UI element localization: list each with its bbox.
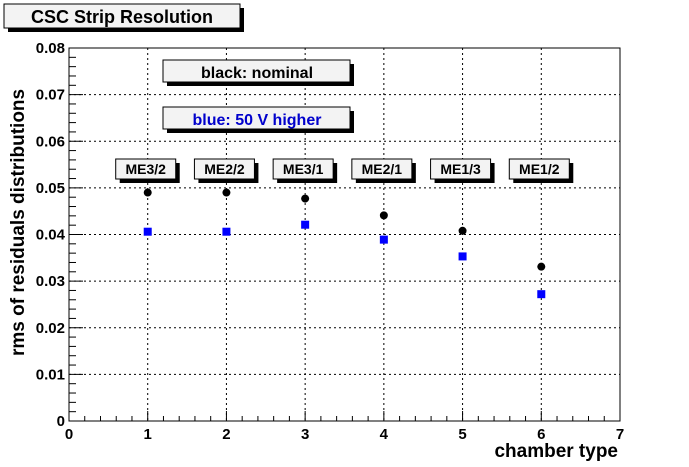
nominal-point [222,188,231,197]
x-tick-label: 6 [537,426,545,443]
y-tick-label: 0.01 [36,366,65,383]
y-tick-label: 0.02 [36,320,65,337]
chamber-label: ME2/2 [204,161,245,177]
y-tick-label: 0.05 [36,180,65,197]
legend-higher-box: blue: 50 V higher [162,106,354,133]
chamber-label-box: ME1/2 [508,158,574,183]
y-tick-label: 0.07 [36,87,65,104]
chamber-label: ME1/3 [440,161,481,177]
chamber-label-box: ME3/2 [115,158,180,183]
x-tick-label: 5 [458,426,466,443]
higher-voltage-point [379,235,388,244]
legend-nominal-label: black: nominal [201,65,313,82]
nominal-point [537,262,546,271]
nominal-point [143,188,152,197]
chamber-label: ME3/2 [125,161,166,177]
x-tick-label: 0 [65,426,73,443]
chamber-label-box: ME2/2 [193,158,259,183]
legend-nominal-box: black: nominal [162,59,354,86]
chamber-label: ME2/1 [362,161,403,177]
y-tick-label: 0.08 [36,40,65,57]
higher-voltage-point [222,227,231,236]
chamber-label-box: ME3/1 [272,158,338,183]
higher-voltage-point [301,220,310,229]
x-tick-label: 1 [144,426,152,443]
grid-lines [69,48,620,421]
nominal-point [379,211,388,220]
higher-voltage-point [537,290,546,299]
nominal-point [301,194,310,203]
y-axis-title: rms of residuals distributions [8,89,29,356]
y-tick-label: 0.06 [36,133,65,150]
x-tick-label: 7 [616,426,624,443]
y-tick-label: 0.03 [36,273,65,290]
axis-ticks [68,47,621,422]
legend-higher-label: blue: 50 V higher [193,112,322,129]
x-tick-label: 2 [222,426,230,443]
x-tick-label: 4 [380,426,389,443]
chamber-label-box: ME1/3 [430,158,495,183]
y-tick-label: 0 [57,413,65,430]
y-tick-label: 0.04 [36,227,66,244]
higher-voltage-point [143,227,152,236]
tick-labels: 0 1 2 3 4 5 6 7 0 0.01 0.02 0.03 0.04 0.05 0.06 0.07 0.0… [36,40,624,443]
chamber-labels: ME3/2 ME2/2 ME3/1 ME2/1 ME1/3 ME1/2 [115,158,574,183]
x-tick-label: 3 [301,426,309,443]
chamber-label-box: ME2/1 [351,158,416,183]
x-axis-title: chamber type [494,441,618,462]
title-box: CSC Strip Resolution [3,3,244,32]
nominal-point [458,226,467,235]
chart-title: CSC Strip Resolution [31,7,213,27]
chamber-label: ME1/2 [519,161,560,177]
chamber-label: ME3/1 [283,161,324,177]
higher-voltage-point [458,252,467,261]
data-points [143,188,546,299]
